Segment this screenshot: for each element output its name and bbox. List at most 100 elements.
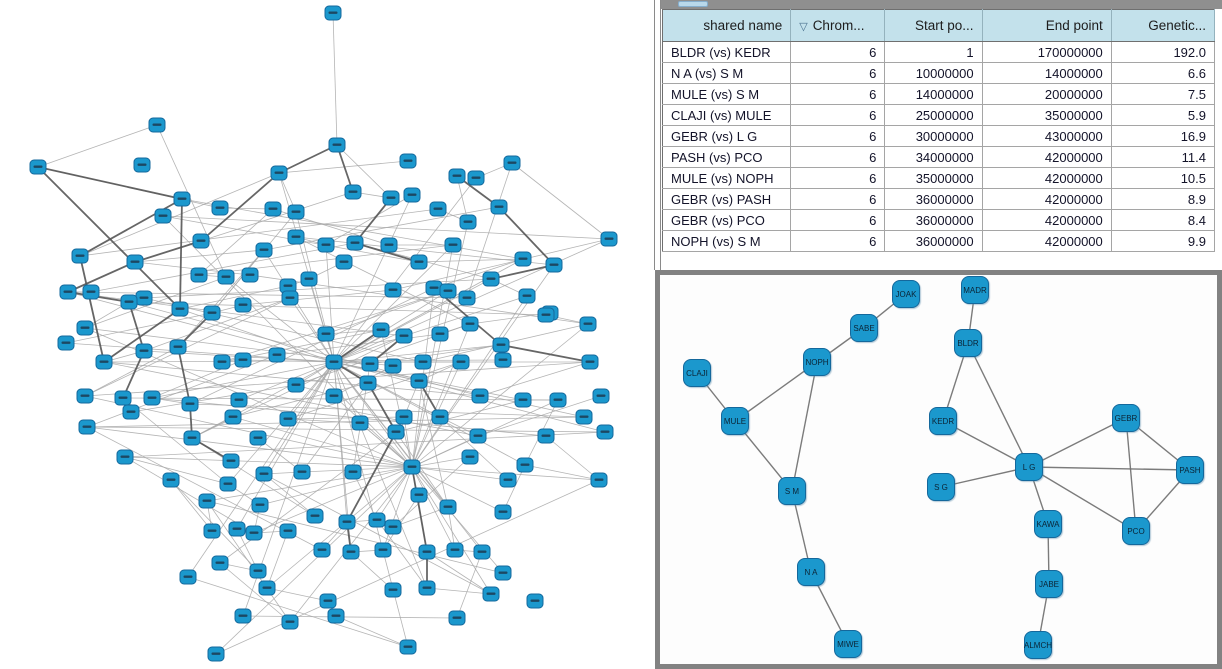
table-scrollbar[interactable] — [661, 0, 1222, 9]
table-cell[interactable]: 6 — [790, 41, 886, 63]
network-node-label — [166, 478, 176, 481]
table-cell[interactable]: 10000000 — [884, 62, 983, 84]
network-node-n-a[interactable]: N A — [797, 558, 825, 586]
table-row[interactable]: MULE (vs) S M 6 14000000 20000000 7.5 — [662, 83, 1216, 105]
table-cell[interactable]: BLDR (vs) KEDR — [662, 41, 792, 63]
network-node-almch[interactable]: ALMCH — [1024, 631, 1052, 659]
network-node-joak[interactable]: JOAK — [892, 280, 920, 308]
column-header[interactable]: Genetic... — [1111, 9, 1216, 42]
filter-icon[interactable]: ▽ — [799, 21, 808, 33]
table-cell[interactable]: NOPH (vs) S M — [662, 230, 792, 252]
network-node-kedr[interactable]: KEDR — [929, 407, 957, 435]
table-cell[interactable]: GEBR (vs) PCO — [662, 209, 792, 231]
table-cell[interactable]: CLAJI (vs) MULE — [662, 104, 792, 126]
network-node-pco[interactable]: PCO — [1122, 517, 1150, 545]
table-cell[interactable]: MULE (vs) NOPH — [662, 167, 792, 189]
table-cell[interactable]: 6 — [790, 146, 886, 168]
subnetwork-panel[interactable]: JOAK SABE NOPH CLAJI MULE MADR BLDR KEDR GEBR S G… — [655, 270, 1222, 669]
panel-divider[interactable] — [654, 0, 661, 270]
table-row[interactable]: GEBR (vs) L G 6 30000000 43000000 16.9 — [662, 125, 1216, 147]
network-node-sabe[interactable]: SABE — [850, 314, 878, 342]
column-header[interactable]: Start po... — [884, 9, 983, 42]
table-cell[interactable]: 42000000 — [982, 230, 1112, 252]
table-cell[interactable]: 170000000 — [982, 41, 1112, 63]
table-cell[interactable]: PASH (vs) PCO — [662, 146, 792, 168]
table-cell[interactable]: 43000000 — [982, 125, 1112, 147]
table-cell[interactable]: 6 — [790, 230, 886, 252]
table-cell[interactable]: 36000000 — [884, 209, 983, 231]
table-cell[interactable]: 6 — [790, 125, 886, 147]
network-node-s-g[interactable]: S G — [927, 473, 955, 501]
table-cell[interactable]: MULE (vs) S M — [662, 83, 792, 105]
table-cell[interactable]: 34000000 — [884, 146, 983, 168]
network-node-label — [120, 455, 130, 458]
table-row[interactable]: GEBR (vs) PCO 6 36000000 42000000 8.4 — [662, 209, 1216, 231]
network-node-gebr[interactable]: GEBR — [1112, 404, 1140, 432]
network-node-madr[interactable]: MADR — [961, 276, 989, 304]
network-node-label — [585, 360, 595, 363]
table-cell[interactable]: 6 — [790, 188, 886, 210]
table-cell[interactable]: 35000000 — [884, 167, 983, 189]
table-row[interactable]: GEBR (vs) PASH 6 36000000 42000000 8.9 — [662, 188, 1216, 210]
network-node-label — [433, 207, 443, 210]
network-node-label — [465, 455, 475, 458]
network-node-kawa[interactable]: KAWA — [1034, 510, 1062, 538]
table-cell[interactable]: 11.4 — [1111, 146, 1216, 168]
table-row[interactable]: CLAJI (vs) MULE 6 25000000 35000000 5.9 — [662, 104, 1216, 126]
table-cell[interactable]: 42000000 — [982, 188, 1112, 210]
table-cell[interactable]: 5.9 — [1111, 104, 1216, 126]
table-cell[interactable]: 6 — [790, 209, 886, 231]
table-cell[interactable]: 30000000 — [884, 125, 983, 147]
table-cell[interactable]: 42000000 — [982, 209, 1112, 231]
table-cell[interactable]: 6 — [790, 167, 886, 189]
table-cell[interactable]: 6 — [790, 62, 886, 84]
table-cell[interactable]: 42000000 — [982, 167, 1112, 189]
network-node-label — [452, 174, 462, 177]
table-cell[interactable]: 192.0 — [1111, 41, 1216, 63]
table-cell[interactable]: 35000000 — [982, 104, 1112, 126]
table-cell[interactable]: 16.9 — [1111, 125, 1216, 147]
network-node-mule[interactable]: MULE — [721, 407, 749, 435]
table-cell[interactable]: 10.5 — [1111, 167, 1216, 189]
column-header[interactable]: ▽ Chrom... — [790, 9, 886, 42]
network-node-jabe[interactable]: JABE — [1035, 570, 1063, 598]
table-row[interactable]: MULE (vs) NOPH 6 35000000 42000000 10.5 — [662, 167, 1216, 189]
table-cell[interactable]: 6.6 — [1111, 62, 1216, 84]
table-cell[interactable]: N A (vs) S M — [662, 62, 792, 84]
table-cell[interactable]: 1 — [884, 41, 983, 63]
table-cell[interactable]: 36000000 — [884, 188, 983, 210]
table-scrollbar-thumb[interactable] — [678, 1, 708, 7]
table-row[interactable]: N A (vs) S M 6 10000000 14000000 6.6 — [662, 62, 1216, 84]
table-row[interactable]: PASH (vs) PCO 6 34000000 42000000 11.4 — [662, 146, 1216, 168]
table-cell[interactable]: 14000000 — [982, 62, 1112, 84]
table-cell[interactable]: 42000000 — [982, 146, 1112, 168]
table-cell[interactable]: 6 — [790, 104, 886, 126]
table-cell[interactable]: 7.5 — [1111, 83, 1216, 105]
network-node-label — [139, 296, 149, 299]
table-cell[interactable]: 9.9 — [1111, 230, 1216, 252]
network-node-noph[interactable]: NOPH — [803, 348, 831, 376]
network-node-label — [80, 326, 90, 329]
table-row[interactable]: NOPH (vs) S M 6 36000000 42000000 9.9 — [662, 230, 1216, 252]
table-cell[interactable]: 6 — [790, 83, 886, 105]
table-cell[interactable]: 14000000 — [884, 83, 983, 105]
table-cell[interactable]: 25000000 — [884, 104, 983, 126]
network-node-pash[interactable]: PASH — [1176, 456, 1204, 484]
table-cell[interactable]: 20000000 — [982, 83, 1112, 105]
network-node-label — [365, 362, 375, 365]
network-node-l-g[interactable]: L G — [1015, 453, 1043, 481]
table-cell[interactable]: GEBR (vs) L G — [662, 125, 792, 147]
column-header[interactable]: shared name — [662, 9, 792, 42]
table-row[interactable]: BLDR (vs) KEDR 6 1 170000000 192.0 — [662, 41, 1216, 63]
main-network-view[interactable] — [0, 0, 655, 669]
table-cell[interactable]: 36000000 — [884, 230, 983, 252]
table-cell[interactable]: GEBR (vs) PASH — [662, 188, 792, 210]
network-node-claji[interactable]: CLAJI — [683, 359, 711, 387]
table-cell[interactable]: 8.9 — [1111, 188, 1216, 210]
network-node-miwe[interactable]: MIWE — [834, 630, 862, 658]
column-header[interactable]: End point — [982, 9, 1112, 42]
table-cell[interactable]: 8.4 — [1111, 209, 1216, 231]
network-node-bldr[interactable]: BLDR — [954, 329, 982, 357]
network-node-s-m[interactable]: S M — [778, 477, 806, 505]
network-node-label — [215, 561, 225, 564]
